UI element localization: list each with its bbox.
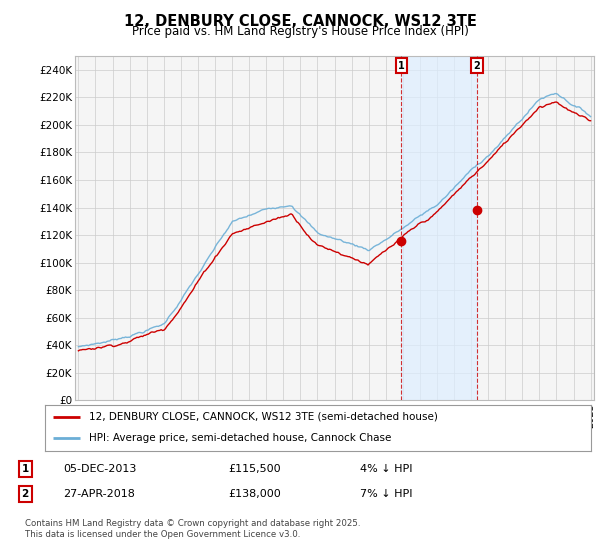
Text: 2: 2 xyxy=(22,489,29,499)
Text: 7% ↓ HPI: 7% ↓ HPI xyxy=(360,489,413,499)
Text: 27-APR-2018: 27-APR-2018 xyxy=(63,489,135,499)
Bar xyxy=(401,56,477,400)
Text: £115,500: £115,500 xyxy=(228,464,281,474)
Text: 1: 1 xyxy=(22,464,29,474)
Text: 12, DENBURY CLOSE, CANNOCK, WS12 3TE: 12, DENBURY CLOSE, CANNOCK, WS12 3TE xyxy=(124,14,476,29)
Text: 1: 1 xyxy=(398,60,405,71)
Text: 2: 2 xyxy=(473,60,480,71)
Text: HPI: Average price, semi-detached house, Cannock Chase: HPI: Average price, semi-detached house,… xyxy=(89,433,391,443)
Text: Contains HM Land Registry data © Crown copyright and database right 2025.
This d: Contains HM Land Registry data © Crown c… xyxy=(25,520,361,539)
Text: 05-DEC-2013: 05-DEC-2013 xyxy=(63,464,136,474)
Text: 12, DENBURY CLOSE, CANNOCK, WS12 3TE (semi-detached house): 12, DENBURY CLOSE, CANNOCK, WS12 3TE (se… xyxy=(89,412,437,422)
Text: 4% ↓ HPI: 4% ↓ HPI xyxy=(360,464,413,474)
Text: £138,000: £138,000 xyxy=(228,489,281,499)
Text: Price paid vs. HM Land Registry's House Price Index (HPI): Price paid vs. HM Land Registry's House … xyxy=(131,25,469,38)
